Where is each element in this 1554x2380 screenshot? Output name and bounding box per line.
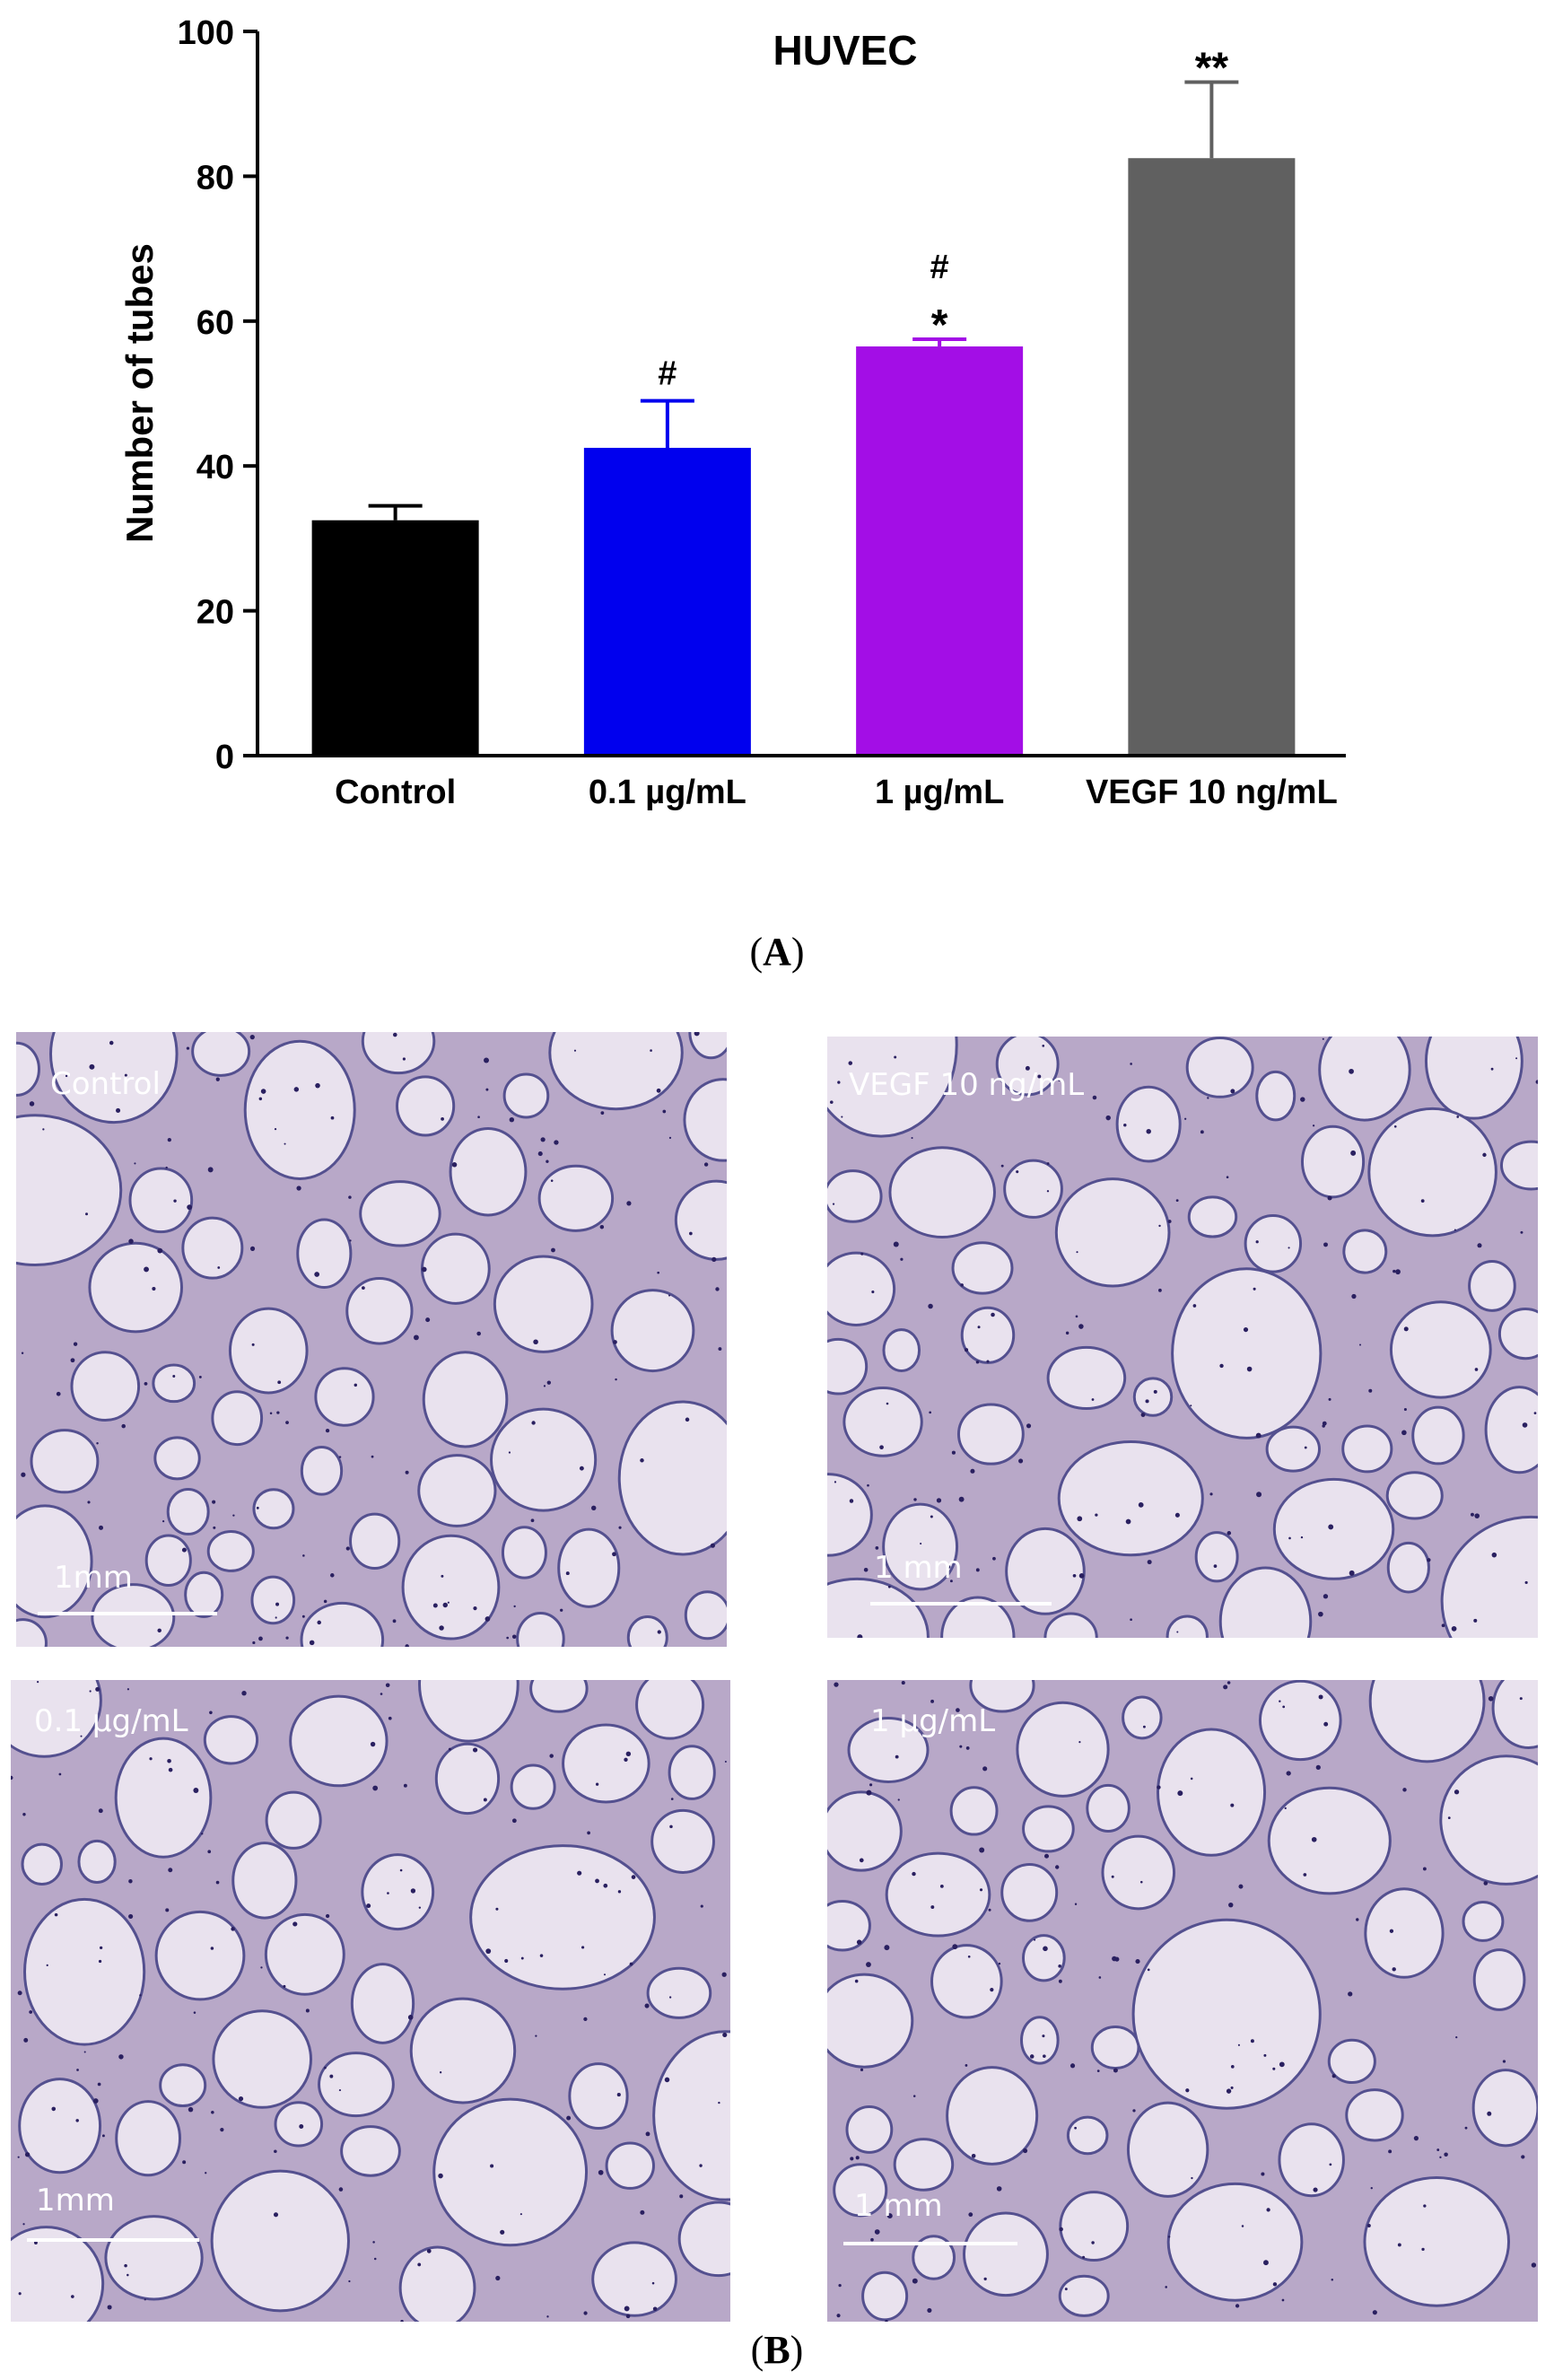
significance-vegf-10-ng-ml-0: ** [1195,44,1229,92]
panel-label-a-open: ( [749,930,764,974]
x-tick-label-0-1-g-ml: 0.1 µg/mL [589,774,746,811]
y-axis-label: Number of tubes [118,243,161,543]
significance-1-g-ml-0: # [930,249,949,286]
micrograph-low: 0.1 µg/mL 1mm [11,1680,730,2322]
x-tick-label-1-g-ml: 1 µg/mL [875,774,1004,811]
micrograph-low-scale-label: 1mm [36,2183,115,2218]
micrograph-high-scale-label: 1 mm [854,2188,943,2224]
significance-1-g-ml-1: * [931,302,948,349]
micrograph-low-image [11,1680,730,2322]
y-tick-label-20: 20 [196,594,234,632]
micrograph-vegf-scale-bar [870,1602,1052,1606]
bar-vegf-10-ng-ml [1128,158,1296,757]
panel-label-a-letter: A [763,930,791,974]
panel-label-a-close: ) [790,930,805,974]
micrograph-vegf-caption: VEGF 10 ng/mL [849,1067,1085,1103]
micrograph-control-caption: Control [50,1066,161,1102]
panel-label-b: (B) [687,2327,867,2373]
micrograph-high-scale-bar [843,2242,1017,2245]
micrograph-control-scale-label: 1mm [54,1560,133,1596]
micrograph-low-caption: 0.1 µg/mL [34,1703,188,1739]
micrograph-control: Control 1mm [16,1032,727,1647]
y-tick-label-0: 0 [215,739,234,776]
x-tick-labels: Control 0.1 µg/mL 1 µg/mL VEGF 10 ng/mL [335,774,1338,811]
panel-label-b-letter: B [764,2328,790,2372]
chart-title: HUVEC [773,27,917,74]
micrograph-vegf-scale-label: 1 mm [874,1550,963,1586]
panel-label-b-open: ( [750,2328,764,2372]
micrograph-control-image [16,1032,727,1647]
y-tick-label-100: 100 [178,14,234,52]
bar-0-1-g-ml [583,448,751,756]
micrograph-low-scale-bar [27,2238,199,2242]
y-tick-label-60: 60 [196,304,234,342]
x-tick-label-vegf-10-ng-ml: VEGF 10 ng/mL [1086,774,1338,811]
y-ticks: 0 20 40 60 80 100 [178,14,258,776]
bar-control [311,520,479,756]
x-tick-label-control: Control [335,774,456,811]
micrograph-high-caption: 1 µg/mL [870,1703,996,1739]
significance-0-1-g-ml-0: # [658,355,677,393]
panel-label-b-close: ) [790,2328,804,2372]
panel-label-a: (A) [687,929,867,975]
y-tick-label-40: 40 [196,449,234,486]
micrograph-high-image [827,1680,1538,2322]
micrograph-vegf-image [827,1037,1538,1638]
y-tick-label-80: 80 [196,159,234,197]
bar-1-g-ml [856,346,1024,756]
micrograph-vegf: VEGF 10 ng/mL 1 mm [827,1037,1538,1638]
micrograph-control-scale-bar [38,1612,217,1615]
bar-chart: # * # ** 0 20 40 60 80 100 Control 0.1 µg/mL 1 µg/… [118,14,1346,811]
micrograph-high: 1 µg/mL 1 mm [827,1680,1538,2322]
bars-layer: # * # ** [311,44,1296,757]
